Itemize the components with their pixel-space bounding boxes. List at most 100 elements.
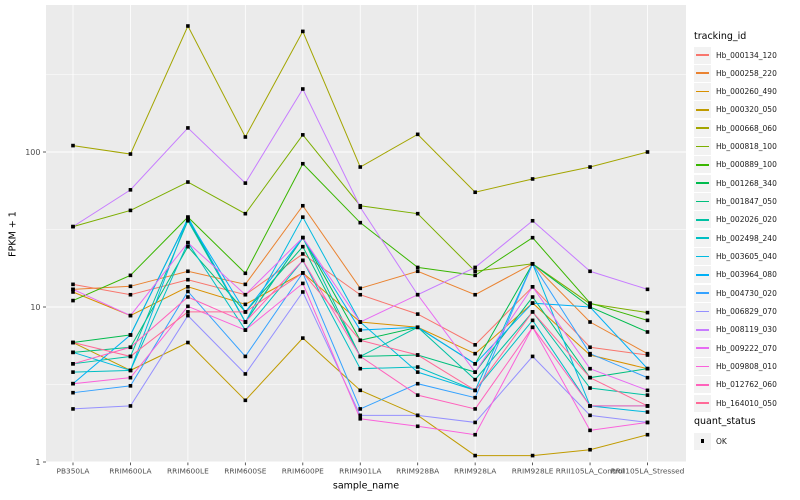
point-marker: [301, 29, 305, 34]
point-marker: [301, 252, 305, 256]
point-marker: [128, 368, 133, 373]
legend-item-Hb_001847_050: Hb_001847_050: [694, 193, 777, 211]
point-marker: [71, 350, 75, 355]
legend-item-label: Hb_009808_010: [716, 361, 777, 371]
legend-key: [694, 119, 711, 137]
point-marker: [128, 292, 133, 297]
point-marker: [473, 377, 477, 382]
point-marker: [301, 161, 305, 166]
point-marker: [301, 87, 305, 91]
point-marker: [645, 318, 650, 323]
x-tick-label: RRIM600SE: [224, 467, 267, 476]
legend-item-Hb_009222_070: Hb_009222_070: [694, 339, 777, 357]
legend-item-label: Hb_000260_490: [716, 87, 777, 97]
legend-item-label: Hb_012762_060: [716, 380, 777, 390]
point-marker: [358, 388, 363, 393]
point-marker: [415, 365, 420, 369]
legend-key-line-icon: [696, 109, 709, 111]
point-marker: [243, 328, 248, 332]
point-marker: [243, 354, 248, 359]
point-marker: [71, 390, 75, 395]
legend-item-label: OK: [716, 436, 727, 446]
point-marker: [71, 407, 75, 411]
legend-item-label: Hb_006829_070: [716, 306, 777, 316]
point-marker: [186, 313, 190, 318]
legend-item-Hb_009808_010: Hb_009808_010: [694, 357, 777, 375]
point-marker: [473, 453, 477, 458]
point-marker: [473, 292, 477, 297]
point-marker: [645, 366, 650, 371]
point-marker: [71, 298, 75, 303]
legend-key: [694, 394, 711, 412]
point-marker: [588, 375, 592, 380]
x-tick-label: RRIM600LA: [109, 467, 151, 476]
legend-item-Hb_000134_120: Hb_000134_120: [694, 46, 777, 64]
ok-square-marker-icon: [700, 439, 705, 443]
point-marker: [588, 301, 592, 305]
point-marker: [71, 143, 75, 148]
point-marker: [588, 413, 592, 418]
point-marker: [186, 304, 190, 309]
point-marker: [243, 135, 248, 139]
legend-key-line-icon: [696, 218, 709, 221]
legend-key-line-icon: [696, 273, 709, 276]
legend-key: [694, 376, 711, 394]
x-tick-label: PB350LA: [57, 467, 90, 476]
point-marker: [358, 354, 363, 359]
point-marker: [588, 165, 592, 169]
point-marker: [645, 420, 650, 425]
point-marker: [128, 375, 133, 380]
point-marker: [128, 284, 133, 289]
point-marker: [530, 235, 535, 240]
point-marker: [186, 180, 190, 184]
point-marker: [530, 177, 535, 181]
point-marker: [530, 318, 535, 323]
point-marker: [415, 393, 420, 397]
point-marker: [301, 244, 305, 249]
point-marker: [530, 284, 535, 289]
point-marker: [358, 328, 363, 332]
legend-key-line-icon: [696, 402, 709, 404]
y-axis-title: FPKM + 1: [8, 211, 19, 257]
point-marker: [186, 244, 190, 249]
point-marker: [243, 211, 248, 216]
point-marker: [645, 393, 650, 397]
x-tick-label: RRIM928BA: [396, 467, 439, 476]
legend-key-line-icon: [696, 365, 709, 368]
point-marker: [186, 284, 190, 289]
point-marker: [530, 218, 535, 223]
y-tick-label: 100: [25, 148, 40, 157]
legend-key: [694, 138, 711, 156]
point-marker: [415, 413, 420, 418]
legend-item-label: Hb_003964_080: [716, 270, 777, 280]
point-marker: [301, 271, 305, 275]
point-marker: [128, 188, 133, 192]
point-marker: [588, 428, 592, 433]
point-marker: [71, 287, 75, 292]
x-tick-label: RRIM928LE: [512, 467, 554, 476]
legend-item-label: Hb_000818_100: [716, 142, 777, 152]
point-marker: [645, 375, 650, 380]
point-marker: [473, 362, 477, 366]
point-marker: [128, 208, 133, 213]
legend-item-label: Hb_002026_020: [716, 215, 777, 225]
point-marker: [645, 432, 650, 437]
legend-key-line-icon: [696, 127, 709, 130]
point-marker: [588, 447, 592, 452]
x-tick-label: RRII105LA_Control: [556, 467, 625, 476]
point-marker: [645, 287, 650, 292]
point-marker: [128, 152, 133, 156]
legend-key: [694, 229, 711, 247]
point-marker: [128, 313, 133, 318]
legend-item-Hb_164010_050: Hb_164010_050: [694, 394, 777, 412]
point-marker: [71, 290, 75, 294]
point-marker: [415, 381, 420, 386]
legend-item-Hb_001268_340: Hb_001268_340: [694, 174, 777, 192]
point-marker: [243, 181, 248, 185]
legend-item-Hb_012762_060: Hb_012762_060: [694, 376, 777, 394]
point-marker: [588, 320, 592, 324]
point-marker: [473, 388, 477, 393]
legend-item-Hb_000320_050: Hb_000320_050: [694, 101, 777, 119]
point-marker: [358, 292, 363, 297]
